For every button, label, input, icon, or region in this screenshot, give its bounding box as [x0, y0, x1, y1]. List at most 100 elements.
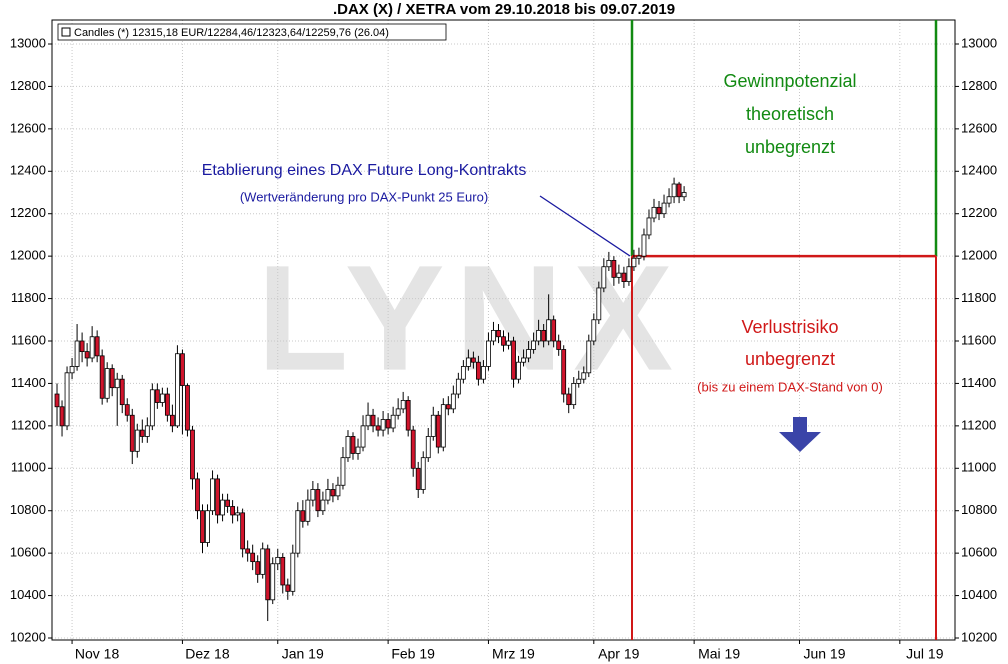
candle-body — [99, 355, 105, 399]
candle-body — [310, 489, 316, 501]
y2-tick-label: 10600 — [961, 545, 997, 560]
chart-title: .DAX (X) / XETRA vom 29.10.2018 bis 09.0… — [333, 1, 675, 18]
candle-body — [265, 548, 271, 601]
candle-body — [270, 563, 276, 601]
candle-body — [486, 340, 491, 367]
candle-body — [94, 336, 100, 357]
y-tick-label: 12000 — [10, 248, 46, 263]
candle-body — [596, 287, 602, 321]
candle-body — [581, 372, 587, 380]
candle-body — [445, 404, 451, 410]
y-tick-label: 12600 — [10, 120, 46, 135]
y2-tick-label: 10800 — [961, 502, 997, 517]
legend-label: Candles (*) 12315,18 EUR/12284,46/12323,… — [74, 27, 389, 39]
candle-body — [531, 340, 536, 350]
candle-body — [521, 357, 526, 363]
y2-tick-label: 10400 — [961, 587, 997, 602]
candle-body — [335, 484, 341, 497]
candle-body — [425, 436, 431, 459]
candle-body — [496, 329, 501, 338]
candle-body — [240, 512, 246, 550]
candle-body — [180, 353, 185, 386]
candle-body — [646, 217, 652, 236]
candle-body — [626, 266, 632, 283]
x-tick-label: Jul 19 — [906, 646, 944, 662]
candle-body — [79, 340, 85, 353]
candle-body — [465, 357, 471, 367]
candle-body — [215, 478, 220, 516]
candle-body — [345, 436, 351, 459]
candle-body — [109, 368, 115, 389]
y2-tick-label: 11600 — [961, 332, 996, 347]
candle-body — [641, 234, 647, 257]
candle-body — [606, 259, 612, 268]
candle-body — [250, 552, 256, 563]
candle-body — [320, 499, 326, 512]
candle-body — [124, 404, 130, 416]
candle-body — [74, 340, 80, 367]
y2-tick-label: 12200 — [961, 205, 997, 220]
candle-body — [511, 340, 516, 380]
candle-body — [205, 510, 210, 543]
candle-body — [400, 399, 406, 410]
legend-box — [57, 23, 447, 41]
y-tick-label: 10600 — [10, 545, 46, 560]
loss-annotation: (bis zu einem DAX-Stand von 0) — [697, 379, 883, 394]
candle-body — [556, 340, 562, 350]
y-tick-label: 13000 — [10, 35, 46, 50]
y-tick-label: 12800 — [10, 78, 46, 93]
candle-body — [365, 414, 371, 427]
candle-body — [676, 183, 682, 198]
candle-body — [325, 489, 331, 501]
candle-body — [255, 561, 261, 575]
candle-body — [455, 378, 461, 395]
candle-body — [380, 419, 386, 431]
candle-body — [350, 436, 356, 454]
candle-body — [450, 393, 456, 410]
candle-body — [185, 385, 190, 431]
candle-body — [601, 266, 607, 289]
candle-body — [54, 393, 60, 408]
candle-body — [220, 499, 225, 516]
candle-body — [139, 429, 145, 437]
candle-body — [195, 478, 200, 512]
pointer-line — [539, 195, 631, 257]
y2-tick-label: 11400 — [961, 375, 996, 390]
candle-body — [566, 393, 572, 406]
y2-tick-label: 10200 — [961, 629, 997, 644]
candle-body — [476, 361, 481, 380]
candle-body — [636, 255, 642, 259]
candle-body — [541, 329, 547, 342]
y-tick-label: 12400 — [10, 163, 46, 178]
candle-body — [561, 349, 567, 395]
candle-body — [370, 414, 376, 427]
candle-body — [230, 506, 236, 516]
y-tick-label: 11600 — [11, 332, 46, 347]
candle-body — [430, 414, 436, 437]
x-tick-label: Mrz 19 — [492, 646, 535, 662]
candle-body — [340, 457, 346, 486]
y2-tick-label: 11200 — [961, 417, 996, 432]
candle-body — [235, 512, 241, 516]
candle-body — [295, 510, 301, 554]
x-tick-label: Jun 19 — [803, 646, 845, 662]
candle-body — [69, 366, 75, 374]
legend-swatch — [61, 27, 71, 37]
y2-tick-label: 11800 — [961, 290, 996, 305]
down-arrow — [779, 417, 821, 452]
candle-body — [506, 340, 511, 346]
candle-body — [104, 368, 110, 399]
candle-body — [616, 272, 622, 278]
candle-body — [89, 336, 95, 359]
y2-tick-label: 11000 — [961, 460, 996, 475]
candle-body — [460, 366, 466, 380]
candle-body — [330, 489, 336, 497]
candle-body — [470, 357, 476, 363]
candle-body — [84, 351, 90, 359]
candle-body — [134, 429, 140, 452]
y-tick-label: 10400 — [10, 587, 46, 602]
profit-annotation: unbegrenzt — [745, 137, 835, 157]
candle-body — [536, 329, 542, 342]
x-tick-label: Jan 19 — [282, 646, 324, 662]
